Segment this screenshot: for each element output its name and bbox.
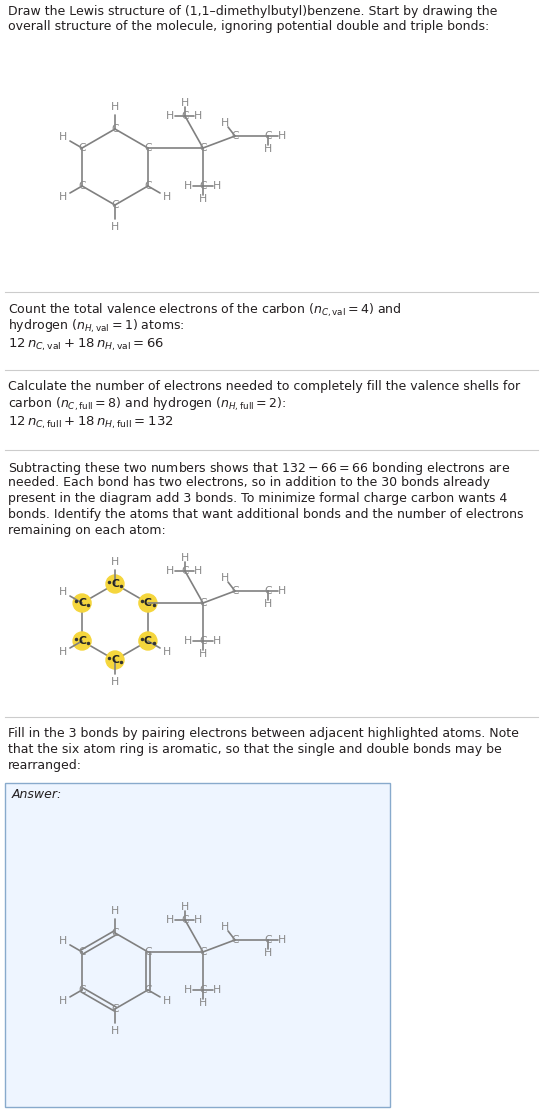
Text: H: H: [221, 922, 229, 932]
Text: H: H: [199, 649, 207, 659]
Text: H: H: [163, 647, 171, 657]
Text: C: C: [111, 125, 119, 135]
Text: H: H: [184, 985, 192, 995]
Text: H: H: [184, 181, 192, 191]
Text: $12\, n_{C,\mathrm{val}} + 18\, n_{H,\mathrm{val}} = 66$: $12\, n_{C,\mathrm{val}} + 18\, n_{H,\ma…: [8, 337, 165, 354]
Text: C: C: [181, 566, 189, 576]
Text: C: C: [111, 200, 119, 210]
Text: H: H: [59, 936, 67, 946]
Text: H: H: [59, 192, 67, 202]
Text: H: H: [163, 192, 171, 202]
Text: Subtracting these two numbers shows that $132 - 66 = 66$ bonding electrons are: Subtracting these two numbers shows that…: [8, 460, 510, 477]
Text: C: C: [111, 1004, 119, 1014]
Text: C: C: [78, 181, 86, 191]
Text: C: C: [231, 586, 239, 596]
Text: H: H: [166, 566, 174, 576]
Text: present in the diagram add 3 bonds. To minimize formal charge carbon wants 4: present in the diagram add 3 bonds. To m…: [8, 492, 507, 505]
Text: H: H: [194, 566, 202, 576]
Text: H: H: [111, 906, 119, 916]
Text: C: C: [144, 636, 152, 646]
Text: C: C: [144, 181, 151, 191]
Text: C: C: [199, 598, 207, 608]
Text: H: H: [194, 111, 202, 121]
Text: H: H: [264, 143, 272, 153]
Circle shape: [139, 632, 157, 651]
Text: H: H: [213, 636, 221, 646]
Text: C: C: [111, 655, 119, 665]
Text: H: H: [181, 553, 189, 563]
Text: C: C: [144, 598, 152, 608]
Text: H: H: [181, 98, 189, 108]
Text: C: C: [144, 947, 151, 957]
FancyBboxPatch shape: [5, 783, 390, 1108]
Text: H: H: [111, 102, 119, 112]
Text: H: H: [111, 222, 119, 232]
Text: H: H: [199, 193, 207, 203]
Text: H: H: [111, 557, 119, 567]
Text: H: H: [111, 677, 119, 687]
Text: H: H: [111, 1026, 119, 1036]
Text: C: C: [78, 947, 86, 957]
Text: Calculate the number of electrons needed to completely fill the valence shells f: Calculate the number of electrons needed…: [8, 380, 520, 393]
Circle shape: [73, 594, 91, 612]
Text: hydrogen ($n_{H,\mathrm{val}} = 1$) atoms:: hydrogen ($n_{H,\mathrm{val}} = 1$) atom…: [8, 318, 185, 335]
Text: H: H: [213, 181, 221, 191]
Circle shape: [73, 632, 91, 651]
Text: C: C: [199, 947, 207, 957]
Text: C: C: [111, 579, 119, 589]
Text: H: H: [221, 573, 229, 583]
Text: H: H: [278, 935, 286, 945]
Text: Draw the Lewis structure of (1,1–dimethylbutyl)benzene. Start by drawing the: Draw the Lewis structure of (1,1–dimethy…: [8, 4, 497, 18]
Text: Answer:: Answer:: [12, 788, 62, 801]
Text: H: H: [278, 586, 286, 596]
Text: C: C: [78, 985, 86, 995]
Text: C: C: [264, 935, 272, 945]
Text: C: C: [231, 131, 239, 141]
Text: H: H: [59, 647, 67, 657]
Text: C: C: [144, 143, 151, 153]
Text: C: C: [199, 636, 207, 646]
Text: H: H: [166, 111, 174, 121]
Text: C: C: [78, 143, 86, 153]
Text: C: C: [181, 915, 189, 925]
Circle shape: [106, 651, 124, 669]
Text: $12\, n_{C,\mathrm{full}} + 18\, n_{H,\mathrm{full}} = 132$: $12\, n_{C,\mathrm{full}} + 18\, n_{H,\m…: [8, 415, 174, 431]
Text: H: H: [213, 985, 221, 995]
Text: C: C: [199, 985, 207, 995]
Text: C: C: [144, 985, 151, 995]
Text: overall structure of the molecule, ignoring potential double and triple bonds:: overall structure of the molecule, ignor…: [8, 20, 489, 33]
Text: H: H: [199, 997, 207, 1007]
Text: H: H: [166, 915, 174, 925]
Text: Fill in the 3 bonds by pairing electrons between adjacent highlighted atoms. Not: Fill in the 3 bonds by pairing electrons…: [8, 727, 519, 739]
Text: C: C: [264, 131, 272, 141]
Text: H: H: [278, 131, 286, 141]
Text: bonds. Identify the atoms that want additional bonds and the number of electrons: bonds. Identify the atoms that want addi…: [8, 508, 523, 522]
Text: needed. Each bond has two electrons, so in addition to the 30 bonds already: needed. Each bond has two electrons, so …: [8, 476, 490, 489]
Text: H: H: [194, 915, 202, 925]
Text: C: C: [199, 143, 207, 153]
Text: H: H: [163, 996, 171, 1006]
Circle shape: [106, 575, 124, 593]
Text: rearranged:: rearranged:: [8, 759, 82, 772]
Text: C: C: [111, 927, 119, 937]
Text: H: H: [221, 118, 229, 128]
Text: H: H: [184, 636, 192, 646]
Text: remaining on each atom:: remaining on each atom:: [8, 524, 166, 537]
Text: H: H: [59, 132, 67, 142]
Text: C: C: [199, 181, 207, 191]
Text: H: H: [59, 996, 67, 1006]
Text: H: H: [264, 599, 272, 609]
Text: H: H: [59, 587, 67, 597]
Text: C: C: [78, 636, 86, 646]
Text: Count the total valence electrons of the carbon ($n_{C,\mathrm{val}} = 4$) and: Count the total valence electrons of the…: [8, 302, 402, 319]
Text: that the six atom ring is aromatic, so that the single and double bonds may be: that the six atom ring is aromatic, so t…: [8, 743, 502, 756]
Text: C: C: [231, 935, 239, 945]
Text: C: C: [181, 111, 189, 121]
Text: H: H: [264, 947, 272, 957]
Circle shape: [139, 594, 157, 612]
Text: H: H: [181, 902, 189, 912]
Text: C: C: [264, 586, 272, 596]
Text: carbon ($n_{C,\mathrm{full}} = 8$) and hydrogen ($n_{H,\mathrm{full}} = 2$):: carbon ($n_{C,\mathrm{full}} = 8$) and h…: [8, 396, 286, 414]
Text: C: C: [78, 598, 86, 608]
